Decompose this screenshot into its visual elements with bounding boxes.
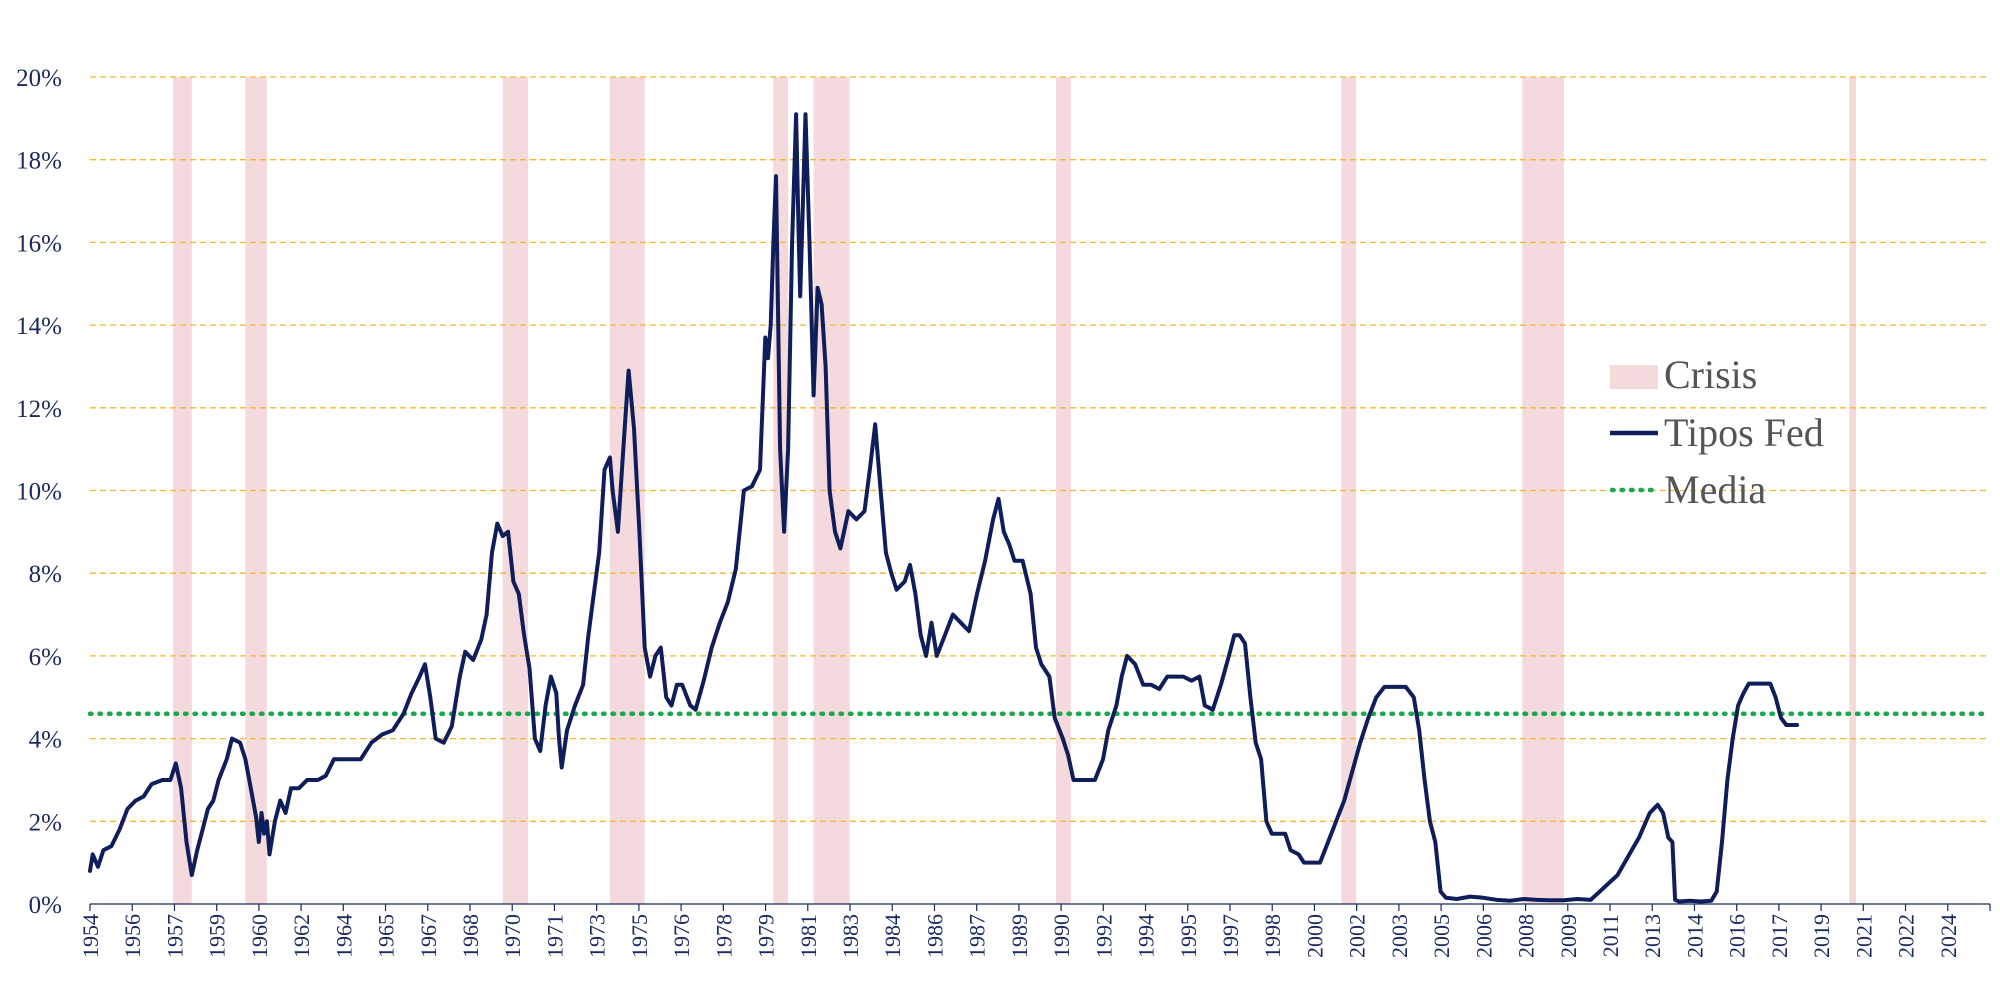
y-tick-label: 16% xyxy=(16,230,62,257)
x-tick-label: 2008 xyxy=(1514,914,1539,958)
x-tick-label: 1960 xyxy=(247,914,272,958)
x-tick-label: 2014 xyxy=(1682,914,1707,958)
x-tick-label: 1968 xyxy=(458,914,483,958)
crisis-band xyxy=(1341,77,1357,904)
x-tick-label: 2006 xyxy=(1471,914,1496,958)
x-tick-label: 2002 xyxy=(1345,914,1370,958)
y-tick-label: 14% xyxy=(16,313,62,340)
y-tick-label: 10% xyxy=(16,479,62,506)
x-tick-label: 1959 xyxy=(205,914,230,958)
y-axis: 0% 2% 4% 6% 8% 10% 12% 14% 16% 18% 20% xyxy=(16,65,62,919)
x-tick-label: 2021 xyxy=(1851,914,1876,958)
x-tick-label: 1979 xyxy=(754,914,779,958)
legend-line-label: Tipos Fed xyxy=(1664,410,1824,455)
x-tick-label: 1976 xyxy=(669,914,694,958)
x-tick-label: 1997 xyxy=(1218,914,1243,958)
series-line-tipos-fed xyxy=(88,112,1800,904)
x-tick-label: 2009 xyxy=(1556,914,1581,958)
x-tick-label: 2011 xyxy=(1598,914,1623,957)
x-tick-label: 2022 xyxy=(1894,914,1919,958)
x-tick-label: 1967 xyxy=(416,914,441,958)
y-tick-label: 20% xyxy=(16,65,62,92)
legend-crisis-swatch xyxy=(1610,365,1658,389)
y-tick-label: 2% xyxy=(29,809,62,836)
legend-crisis-label: Crisis xyxy=(1664,352,1757,397)
x-axis: 1954 1956 1957 1959 1960 1962 1964 1965 1967 1968… xyxy=(78,903,1991,958)
series-group xyxy=(88,112,1800,904)
x-tick-label: 1971 xyxy=(542,914,567,958)
x-tick-label: 1984 xyxy=(880,914,905,958)
x-tick-label: 1990 xyxy=(1049,914,1074,958)
x-tick-label: 1983 xyxy=(838,914,863,958)
x-tick-label: 1989 xyxy=(1007,914,1032,958)
x-tick-label: 1957 xyxy=(162,914,187,958)
x-tick-label: 1978 xyxy=(711,914,736,958)
x-tick-label: 1954 xyxy=(78,914,103,958)
x-tick-label: 2000 xyxy=(1302,914,1327,958)
x-tick-label: 2017 xyxy=(1767,914,1792,958)
x-tick-label: 1975 xyxy=(627,914,652,958)
gridlines xyxy=(90,76,1990,822)
x-tick-label: 1995 xyxy=(1176,914,1201,958)
legend: Crisis Tipos Fed Media xyxy=(1609,352,1824,512)
x-tick-label: 1987 xyxy=(965,914,990,958)
x-tick-label: 2005 xyxy=(1429,914,1454,958)
legend-mean-label: Media xyxy=(1664,467,1766,512)
x-tick-label: 1986 xyxy=(922,914,947,958)
y-tick-label: 8% xyxy=(29,561,62,588)
x-tick-label: 1962 xyxy=(289,914,314,958)
x-tick-label: 1964 xyxy=(331,914,356,958)
x-tick-label: 1970 xyxy=(500,914,525,958)
x-tick-label: 1956 xyxy=(120,914,145,958)
x-tick-label: 1965 xyxy=(374,914,399,958)
x-tick-label: 1973 xyxy=(585,914,610,958)
x-tick-label: 1994 xyxy=(1134,914,1159,958)
x-tick-label: 1992 xyxy=(1091,914,1116,958)
x-tick-label: 2016 xyxy=(1725,914,1750,958)
y-tick-label: 0% xyxy=(29,892,62,919)
y-tick-label: 18% xyxy=(16,148,62,175)
x-tick-label: 2003 xyxy=(1387,914,1412,958)
x-tick-label: 1998 xyxy=(1260,914,1285,958)
y-tick-label: 4% xyxy=(29,727,62,754)
y-tick-label: 12% xyxy=(16,396,62,423)
x-tick-label: 2024 xyxy=(1936,914,1961,958)
x-tick-label: 2019 xyxy=(1809,914,1834,958)
crisis-band xyxy=(245,77,267,904)
y-tick-label: 6% xyxy=(29,644,62,671)
x-tick-label: 1981 xyxy=(796,914,821,958)
x-tick-label: 2013 xyxy=(1640,914,1665,958)
